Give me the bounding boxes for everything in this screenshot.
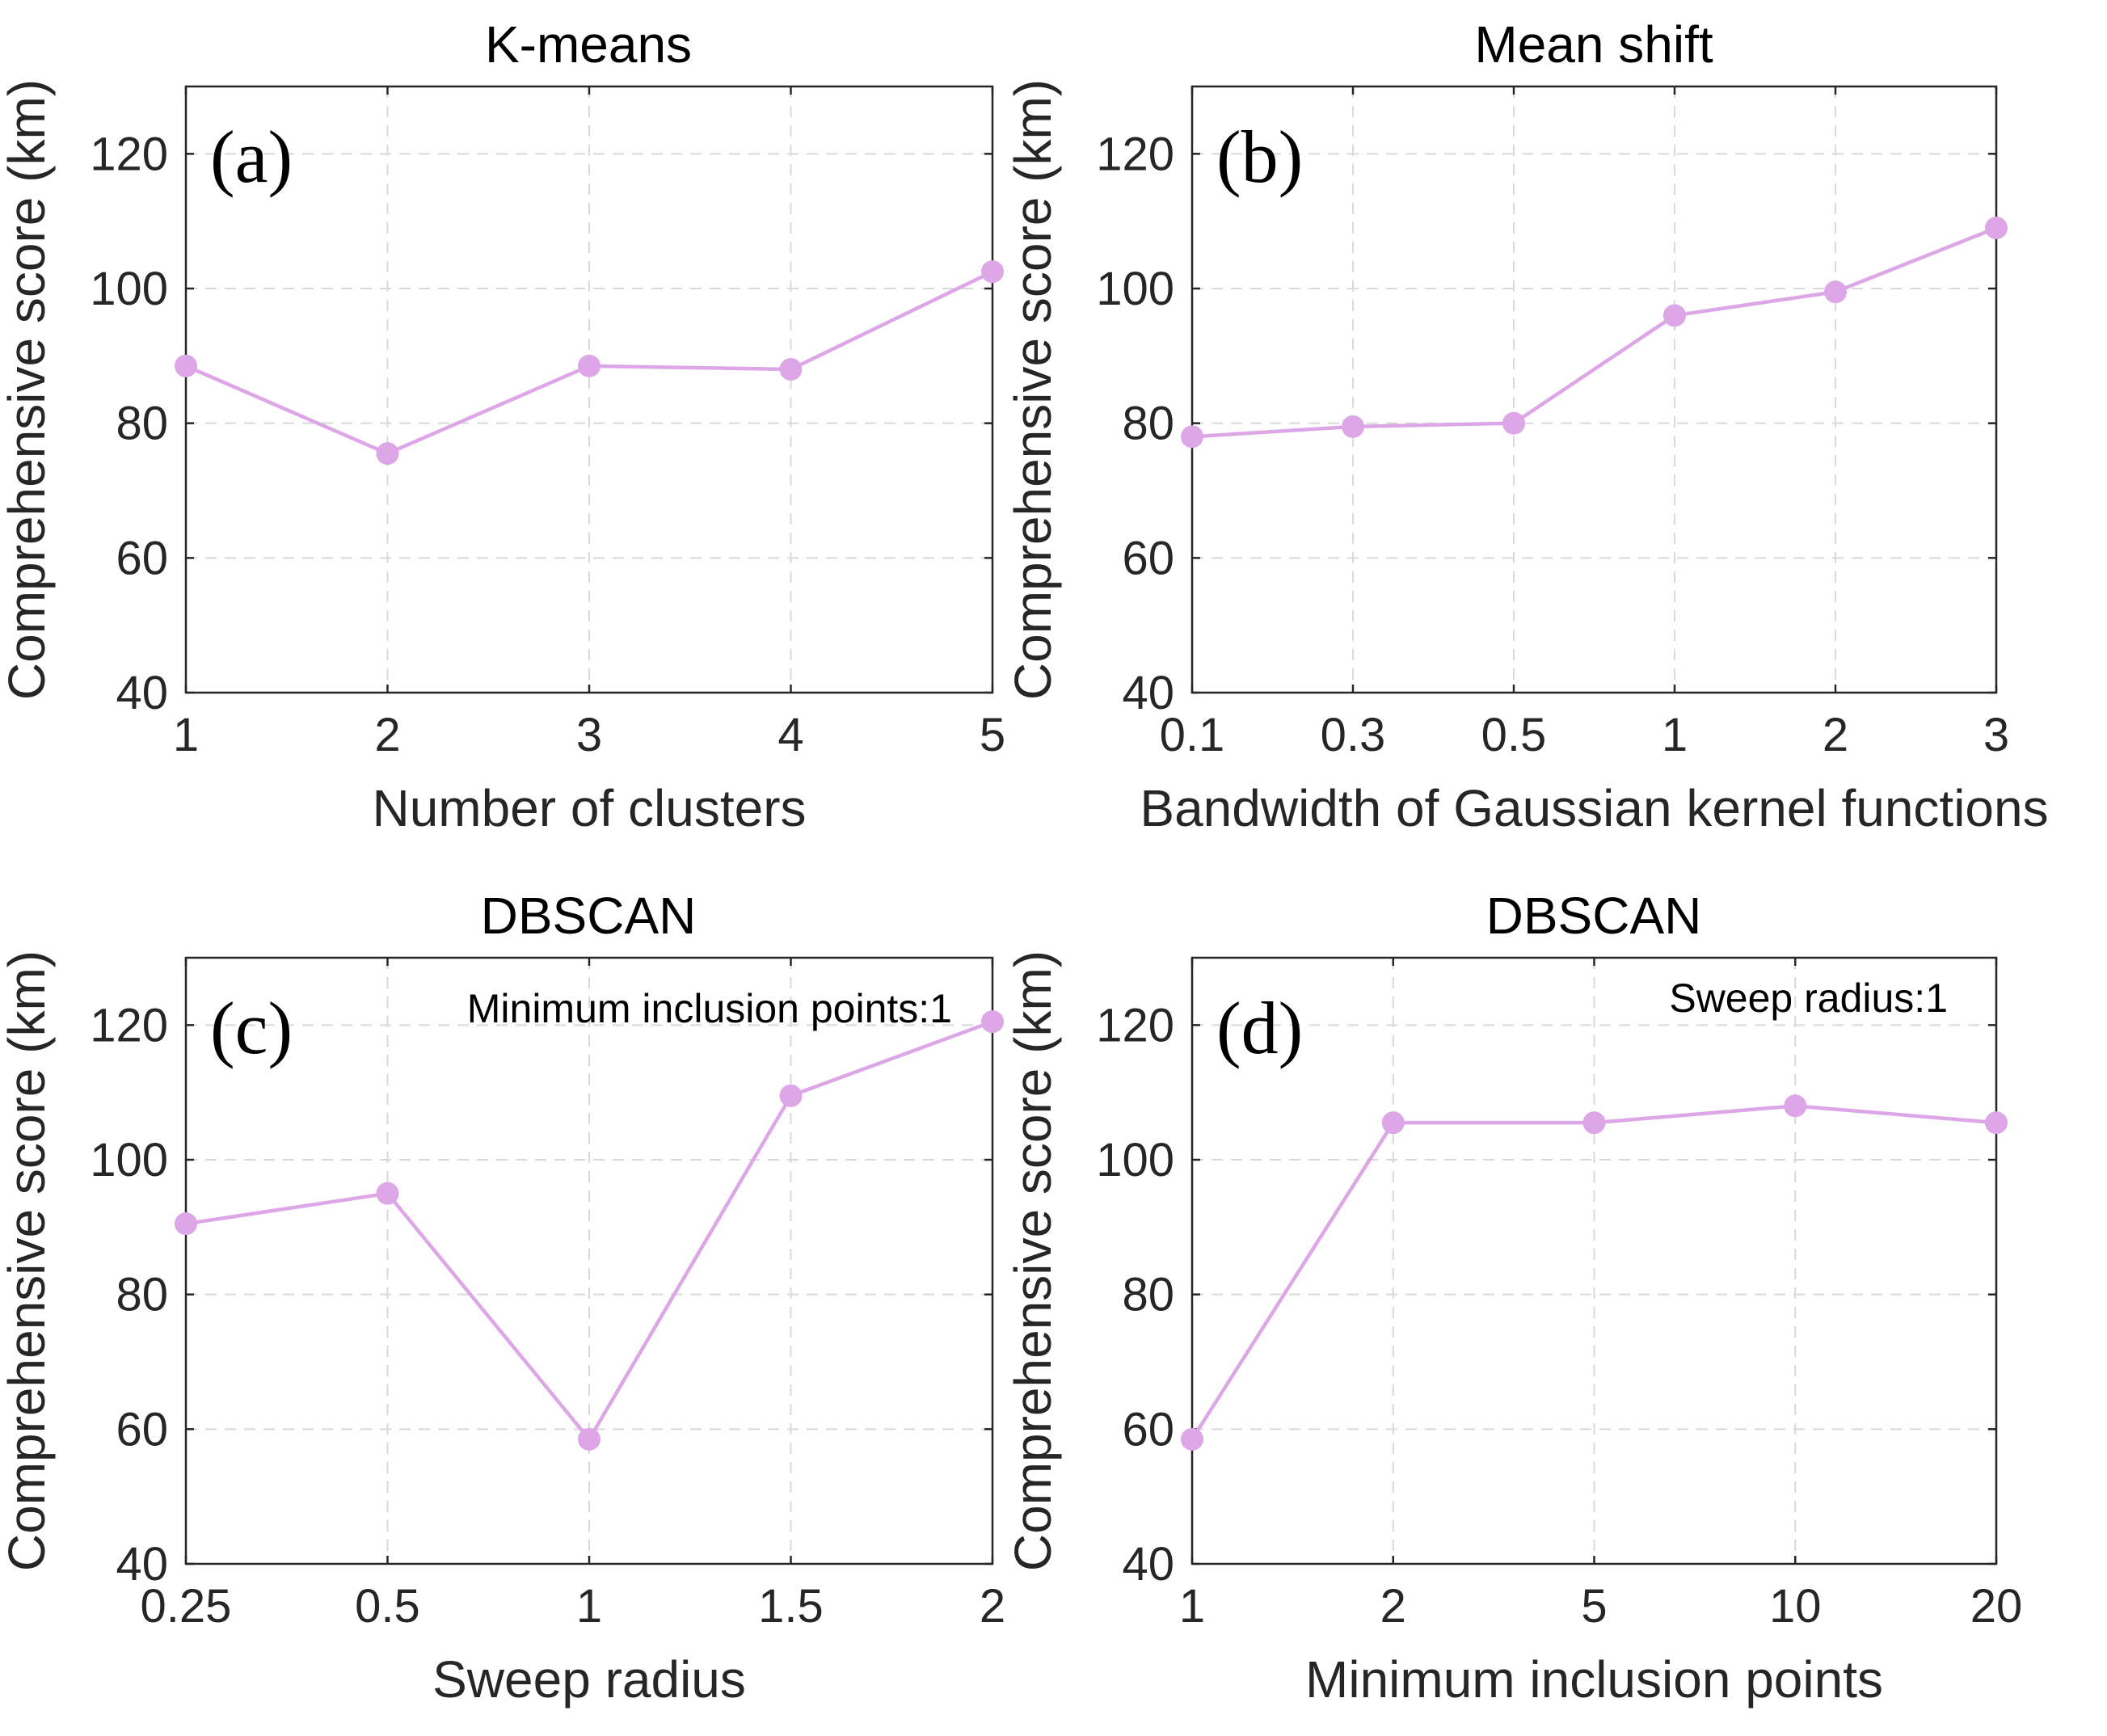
data-point [1663,304,1686,327]
chart-title: DBSCAN [1486,887,1702,945]
panel-label: (b) [1216,116,1303,198]
x-tick-label: 1 [1179,1580,1205,1633]
panel-d: 1 2 5 10 20 40 60 80 100 120 DBSCAN Minimum inclusi… [1004,887,2022,1709]
x-tick-label: 1 [173,709,199,761]
data-point [1582,1111,1606,1135]
x-tick-label: 5 [1581,1580,1607,1633]
x-tick-label: 2 [374,709,400,761]
x-tick-label: 0.1 [1160,709,1225,761]
x-tick-label: 5 [980,709,1005,761]
series-line [1191,225,1997,439]
chart-title: K-means [485,15,692,74]
data-point [1181,425,1203,449]
y-tick-label: 100 [1096,263,1174,315]
x-tick-label: 2 [1380,1580,1406,1633]
chart-title: Mean shift [1474,15,1713,74]
data-point [376,1182,399,1205]
x-axis-label: Bandwidth of Gaussian kernel functions [1140,779,2048,837]
y-tick-label: 100 [1096,1134,1174,1186]
x-tick-label: 2 [980,1580,1005,1633]
panel-c: 0.25 0.5 1 1.5 2 40 60 80 100 120 DBSCAN Sweep radi… [0,887,1005,1709]
data-point [1381,1111,1405,1135]
data-point [578,1427,600,1451]
y-tick-label: 120 [90,128,168,180]
x-tick-label: 10 [1769,1580,1822,1633]
panel-a: 1 2 3 4 5 40 60 80 100 120 K-means Number of cluste… [0,15,1005,837]
x-tick-label: 1 [576,1580,602,1633]
y-tick-label: 40 [116,1538,168,1591]
data-point [1985,217,2008,239]
y-tick-label: 40 [1122,667,1174,719]
data-point [376,442,399,466]
data-point [1502,411,1525,435]
y-axis-label: Comprehensive score (km) [0,79,56,700]
panel-label: (a) [210,116,293,198]
y-tick-label: 60 [116,1403,168,1456]
data-point [779,1084,803,1107]
x-tick-label: 1.5 [758,1580,824,1633]
x-tick-label: 2 [1823,709,1848,761]
y-tick-label: 40 [116,667,168,719]
y-axis-label: Comprehensive score (km) [1004,950,1062,1571]
chart-title: DBSCAN [481,887,697,945]
x-tick-label: 3 [576,709,602,761]
y-axis-label: Comprehensive score (km) [1004,79,1062,700]
y-tick-label: 80 [116,1269,168,1321]
data-point [1985,1111,2008,1135]
data-point [981,260,1004,284]
x-tick-label: 4 [777,709,803,761]
data-point [1181,1427,1203,1451]
x-tick-label: 1 [1662,709,1688,761]
y-tick-label: 80 [1122,1269,1174,1321]
data-point [981,1010,1004,1034]
annotation: Sweep radius:1 [1669,975,1948,1021]
y-tick-label: 60 [1122,532,1174,584]
y-axis-label: Comprehensive score (km) [0,950,56,1571]
x-tick-label: 3 [1983,709,2009,761]
x-tick-label: 0.5 [1481,709,1547,761]
y-tick-label: 80 [116,398,168,450]
x-tick-label: 0.25 [141,1580,232,1633]
y-tick-label: 120 [1096,999,1174,1051]
data-point [175,354,197,377]
x-tick-label: 0.5 [355,1580,420,1633]
x-tick-label: 20 [1970,1580,2023,1633]
x-axis-label: Number of clusters [372,779,806,837]
y-tick-label: 100 [90,1134,168,1186]
data-point [1784,1094,1807,1118]
data-point [578,354,600,377]
panel-b: 0.1 0.3 0.5 1 2 3 40 60 80 100 120 Mean shift Bandwi… [1004,15,2049,837]
y-tick-label: 60 [116,532,168,584]
x-axis-label: Minimum inclusion points [1305,1650,1883,1709]
y-tick-label: 120 [90,999,168,1051]
x-axis-label: Sweep radius [432,1650,746,1709]
data-point [1824,280,1847,304]
y-tick-label: 100 [90,263,168,315]
data-point [1342,415,1364,438]
axes-frame [1190,85,1998,694]
y-tick-label: 80 [1122,398,1174,450]
data-point [779,358,803,381]
panel-label: (d) [1216,987,1303,1069]
data-point [175,1212,197,1236]
x-tick-label: 0.3 [1321,709,1386,761]
panel-label: (c) [210,987,293,1069]
y-tick-label: 120 [1096,128,1174,180]
y-tick-label: 60 [1122,1403,1174,1456]
y-tick-label: 40 [1122,1538,1174,1591]
annotation: Minimum inclusion points:1 [467,986,952,1031]
